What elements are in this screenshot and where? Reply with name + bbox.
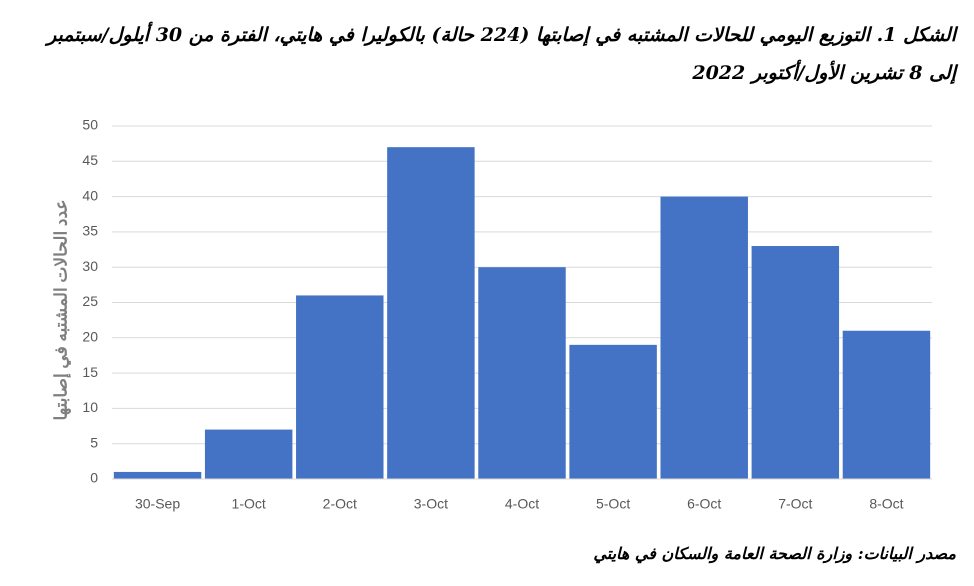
y-axis-label: عدد الحالات المشتبه في إصابتها	[51, 199, 71, 420]
y-tick-label: 30	[82, 258, 98, 274]
bar	[296, 295, 384, 479]
y-tick-label: 0	[90, 470, 98, 486]
x-tick-label: 7-Oct	[778, 496, 812, 512]
x-tick-label: 5-Oct	[596, 496, 630, 512]
y-tick-label: 20	[82, 329, 98, 345]
y-tick-label: 50	[82, 117, 98, 133]
bar	[751, 246, 840, 479]
bar	[204, 429, 293, 479]
y-tick-label: 10	[82, 399, 98, 415]
y-tick-label: 25	[82, 293, 98, 309]
x-tick-label: 3-Oct	[414, 496, 448, 512]
y-tick-label: 35	[82, 223, 98, 239]
bar	[569, 344, 657, 479]
x-tick-label: 6-Oct	[687, 496, 721, 512]
y-tick-label: 40	[82, 187, 98, 203]
y-tick-label: 45	[82, 152, 98, 168]
y-tick-label: 5	[90, 434, 98, 450]
bar	[387, 147, 475, 479]
bar	[113, 471, 202, 479]
bar	[478, 267, 566, 479]
chart-title: الشكل 1. التوزيع اليومي للحالات المشتبه …	[47, 24, 956, 84]
bar	[660, 196, 748, 479]
source-note: مصدر البيانات: وزارة الصحة العامة والسكا…	[593, 544, 956, 563]
x-tick-label: 30-Sep	[135, 496, 180, 512]
x-tick-label: 2-Oct	[323, 496, 357, 512]
y-tick-label: 15	[82, 364, 98, 380]
bar	[842, 330, 931, 479]
x-tick-label: 4-Oct	[505, 496, 539, 512]
x-tick-label: 8-Oct	[869, 496, 903, 512]
x-tick-label: 1-Oct	[232, 496, 266, 512]
